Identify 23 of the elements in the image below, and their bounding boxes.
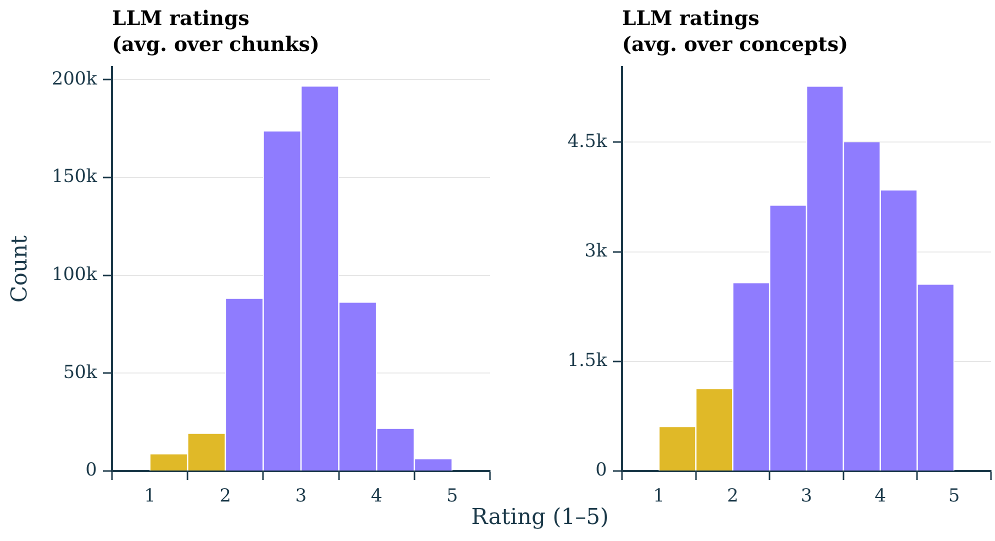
x-tick-label: 1 [653,485,665,506]
x-tick-label: 4 [874,485,886,506]
x-tick-label: 2 [726,485,738,506]
x-tick-label: 5 [948,485,960,506]
y-tick-label: 0 [596,460,607,481]
y-tick-label: 100k [52,264,98,286]
x-tick-label: 3 [295,485,307,506]
x-tick-label: 4 [370,485,382,506]
chart-title: LLM ratings (avg. over concepts) [622,5,848,57]
y-tick-label: 1.5k [567,350,608,372]
y-tick-label: 50k [63,362,98,383]
y-tick-label: 200k [52,68,98,90]
x-tick-label: 1 [144,485,156,506]
x-tick-label: 2 [220,485,232,506]
y-tick-label: 4.5k [567,130,608,152]
x-tick-label: 3 [800,485,812,506]
y-axis-title: Count [8,235,32,303]
y-tick-label: 150k [52,166,98,188]
chart-title: LLM ratings (avg. over chunks) [112,5,320,57]
y-tick-label: 0 [86,460,97,481]
x-axis-title: Rating (1–5) [471,505,609,530]
x-tick-label: 5 [446,485,458,506]
y-tick-label: 3k [584,240,608,262]
